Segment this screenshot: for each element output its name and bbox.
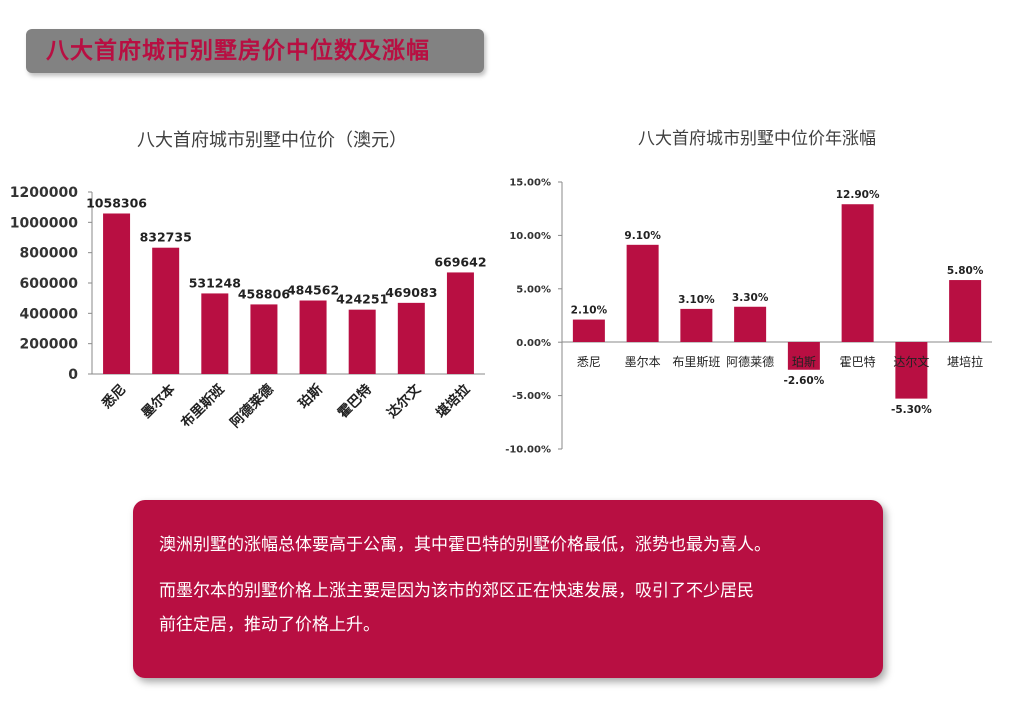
median-price-chart: 八大首府城市别墅中位价（澳元） 1200000 1000000 800000 60000… (10, 130, 487, 431)
growth-bar (841, 204, 874, 342)
price-category-label: 堪培拉 (433, 380, 474, 421)
growth-chart-title: 八大首府城市别墅中位价年涨幅 (638, 129, 876, 149)
price-category-label: 布里斯班 (177, 380, 228, 431)
growth-category-label: 布里斯班 (672, 355, 720, 369)
growth-bar (787, 342, 820, 370)
summary-line-3: 前往定居，推动了价格上升。 (159, 615, 380, 635)
growth-rate-chart: 八大首府城市别墅中位价年涨幅 15.00% 10.00% 5.00% 0.00% -5.0… (505, 129, 992, 456)
growth-y-tick-label: -10.00% (505, 445, 551, 456)
growth-bar (734, 306, 767, 342)
price-category-label: 珀斯 (295, 380, 326, 411)
title-banner: 八大首府城市别墅房价中位数及涨幅 (26, 29, 484, 73)
growth-category-label: 堪培拉 (947, 354, 983, 369)
price-category-label: 墨尔本 (138, 380, 179, 421)
price-data-label: 469083 (385, 285, 437, 300)
price-category-label: 阿德莱德 (227, 380, 278, 431)
price-category-label: 悉尼 (98, 381, 130, 413)
price-data-label: 484562 (287, 283, 339, 298)
price-bar (299, 300, 327, 374)
growth-bar (626, 244, 659, 342)
growth-category-label: 阿德莱德 (726, 354, 774, 369)
growth-data-label: 3.30% (732, 292, 769, 304)
growth-bar (680, 308, 713, 342)
growth-data-label: -5.30% (891, 404, 932, 416)
price-y-tick-label: 1200000 (10, 185, 78, 201)
price-y-tick-label: 200000 (20, 337, 79, 353)
growth-y-tick-label: 0.00% (516, 338, 551, 349)
growth-bar (572, 319, 605, 342)
price-bar (103, 213, 131, 374)
growth-data-label: 2.10% (571, 305, 608, 317)
price-category-label: 霍巴特 (334, 380, 375, 421)
price-bar (348, 309, 376, 374)
price-chart-title: 八大首府城市别墅中位价（澳元） (137, 130, 407, 151)
growth-y-tick-label: -5.00% (512, 391, 551, 402)
growth-category-label: 霍巴特 (840, 354, 876, 369)
price-bar (397, 302, 425, 374)
price-y-tick-label: 1000000 (10, 215, 78, 231)
growth-data-label: 12.90% (836, 189, 880, 201)
price-bar (446, 272, 474, 374)
price-y-tick-label: 0 (68, 367, 78, 383)
summary-line-1: 澳洲别墅的涨幅总体要高于公寓，其中霍巴特的别墅价格最低，涨势也最为喜人。 (159, 535, 771, 555)
price-data-label: 424251 (336, 292, 388, 307)
price-data-label: 458806 (238, 286, 290, 301)
summary-line-2: 而墨尔本的别墅价格上涨主要是因为该市的郊区正在快速发展，吸引了不少居民 (159, 581, 754, 601)
price-y-tick-label: 800000 (20, 246, 79, 262)
price-bar (201, 293, 229, 374)
growth-y-tick-label: 5.00% (516, 284, 551, 295)
price-data-label: 1058306 (86, 195, 147, 210)
growth-category-label: 悉尼 (577, 355, 601, 369)
price-category-label: 达尔文 (383, 380, 424, 421)
growth-category-label: 墨尔本 (625, 354, 661, 369)
price-data-label: 832735 (140, 230, 192, 245)
growth-category-label: 达尔文 (893, 354, 929, 369)
price-y-tick-label: 400000 (20, 306, 79, 322)
growth-y-tick-label: 10.00% (509, 231, 551, 242)
price-bar (152, 247, 180, 374)
growth-data-label: 9.10% (624, 230, 661, 242)
page-title: 八大首府城市别墅房价中位数及涨幅 (46, 38, 430, 64)
growth-data-label: 5.80% (947, 265, 984, 277)
price-y-tick-label: 600000 (20, 276, 79, 292)
summary-box: 澳洲别墅的涨幅总体要高于公寓，其中霍巴特的别墅价格最低，涨势也最为喜人。 而墨尔… (133, 500, 883, 678)
price-data-label: 669642 (434, 254, 486, 269)
price-bar (250, 304, 278, 374)
growth-category-label: 珀斯 (792, 355, 816, 369)
growth-y-tick-label: 15.00% (509, 178, 551, 189)
growth-bar (949, 280, 982, 342)
growth-bar (895, 342, 928, 399)
price-data-label: 531248 (189, 275, 241, 290)
growth-data-label: 3.10% (678, 294, 715, 306)
growth-data-label: -2.60% (783, 375, 824, 387)
